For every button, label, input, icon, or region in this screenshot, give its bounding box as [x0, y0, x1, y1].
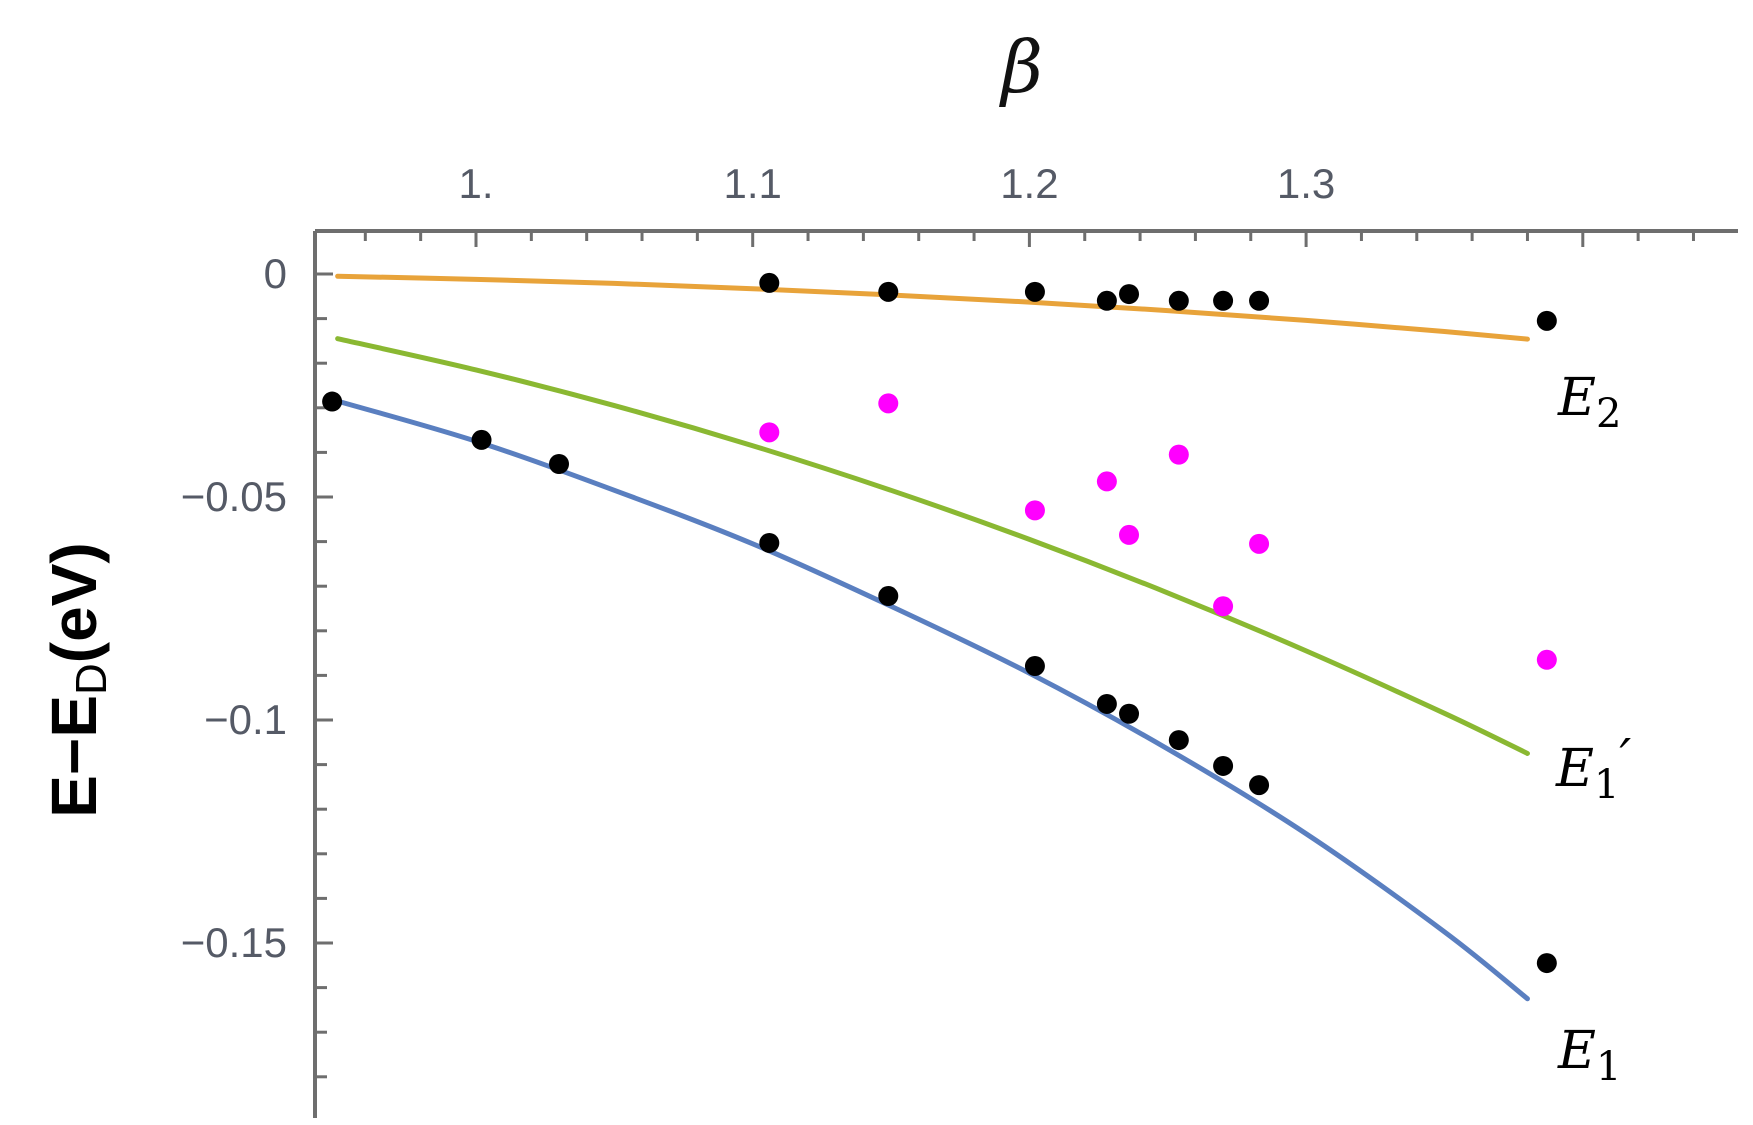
x-tick-labels: 1. 1.1 1.2 1.3: [458, 160, 1335, 207]
data-point: [322, 391, 343, 412]
data-point: [1168, 444, 1189, 465]
data-point: [1096, 471, 1117, 492]
data-point: [1213, 290, 1234, 311]
data-point: [759, 272, 780, 293]
data-point: [1096, 693, 1117, 714]
data-point: [1213, 755, 1234, 776]
data-point: [878, 586, 899, 607]
data-point: [471, 429, 492, 450]
data-point: [549, 453, 570, 474]
x-tick-label: 1.: [458, 160, 493, 207]
y-tick-label: 0: [264, 250, 287, 297]
data-point: [1213, 596, 1234, 617]
data-point: [1536, 953, 1557, 974]
plot-axes: [313, 229, 1738, 1118]
label-e1: E1: [1557, 1021, 1621, 1090]
data-point: [1119, 703, 1140, 724]
x-tick-label: 1.1: [724, 160, 782, 207]
curve-e2: [335, 273, 1530, 342]
data-point: [1024, 500, 1045, 521]
y-axis-title-sub: D: [67, 663, 116, 695]
data-point: [1536, 649, 1557, 670]
data-point: [1024, 656, 1045, 677]
data-point: [1249, 775, 1270, 796]
y-axis-title-main: E−E: [38, 695, 110, 818]
svg-text:E−ED(eV): E−ED(eV): [38, 542, 116, 817]
data-point: [1096, 290, 1117, 311]
fit-curves: [335, 273, 1530, 1002]
data-point: [1536, 310, 1557, 331]
data-point: [878, 281, 899, 302]
label-e1-prime: E1′: [1555, 729, 1631, 808]
curve-e1: [335, 398, 1530, 1002]
y-tick-labels: 0 −0.05 −0.1 −0.15: [181, 250, 287, 966]
y-tick-label: −0.1: [204, 696, 287, 743]
data-point: [1249, 533, 1270, 554]
y-axis-title: E−ED(eV): [38, 542, 116, 817]
data-point: [1168, 730, 1189, 751]
data-point: [1119, 284, 1140, 305]
x-tick-label: 1.3: [1277, 160, 1335, 207]
data-point: [1119, 524, 1140, 545]
label-e2: E2: [1557, 368, 1621, 437]
x-axis-title: β: [998, 25, 1043, 109]
y-tick-label: −0.15: [181, 919, 287, 966]
y-tick-label: −0.05: [181, 473, 287, 520]
y-axis-title-suffix: (eV): [38, 542, 110, 663]
data-point: [1249, 290, 1270, 311]
data-point: [1168, 290, 1189, 311]
data-point: [1024, 281, 1045, 302]
x-tick-label: 1.2: [1000, 160, 1058, 207]
data-point: [759, 422, 780, 443]
data-points: [322, 272, 1557, 974]
data-point: [878, 393, 899, 414]
curve-e1: [335, 336, 1530, 756]
data-point: [759, 532, 780, 553]
